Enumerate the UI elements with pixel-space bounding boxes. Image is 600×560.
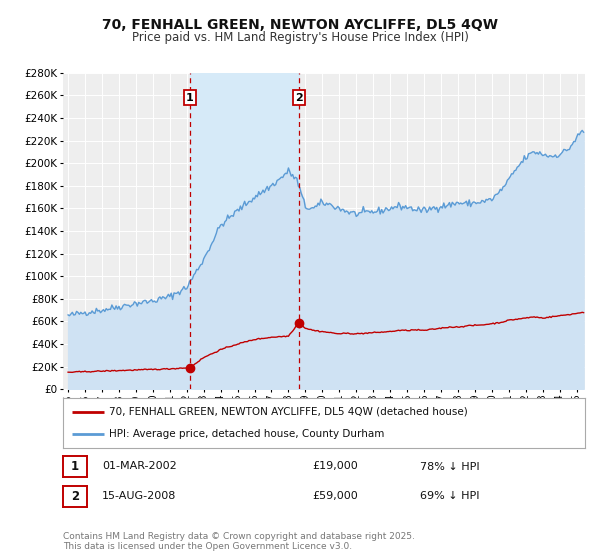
- Text: 01-MAR-2002: 01-MAR-2002: [102, 461, 177, 472]
- Text: 1: 1: [186, 92, 193, 102]
- Text: 78% ↓ HPI: 78% ↓ HPI: [420, 461, 479, 472]
- Text: Contains HM Land Registry data © Crown copyright and database right 2025.
This d: Contains HM Land Registry data © Crown c…: [63, 532, 415, 552]
- Text: 2: 2: [71, 489, 79, 503]
- Text: £19,000: £19,000: [312, 461, 358, 472]
- Text: 15-AUG-2008: 15-AUG-2008: [102, 491, 176, 501]
- Text: 2: 2: [295, 92, 303, 102]
- Text: 70, FENHALL GREEN, NEWTON AYCLIFFE, DL5 4QW (detached house): 70, FENHALL GREEN, NEWTON AYCLIFFE, DL5 …: [109, 407, 467, 417]
- Text: HPI: Average price, detached house, County Durham: HPI: Average price, detached house, Coun…: [109, 429, 385, 439]
- Text: 69% ↓ HPI: 69% ↓ HPI: [420, 491, 479, 501]
- Bar: [190, 73, 299, 389]
- Text: Price paid vs. HM Land Registry's House Price Index (HPI): Price paid vs. HM Land Registry's House …: [131, 31, 469, 44]
- Text: 70, FENHALL GREEN, NEWTON AYCLIFFE, DL5 4QW: 70, FENHALL GREEN, NEWTON AYCLIFFE, DL5 …: [102, 18, 498, 32]
- Text: £59,000: £59,000: [312, 491, 358, 501]
- Text: 1: 1: [71, 460, 79, 473]
